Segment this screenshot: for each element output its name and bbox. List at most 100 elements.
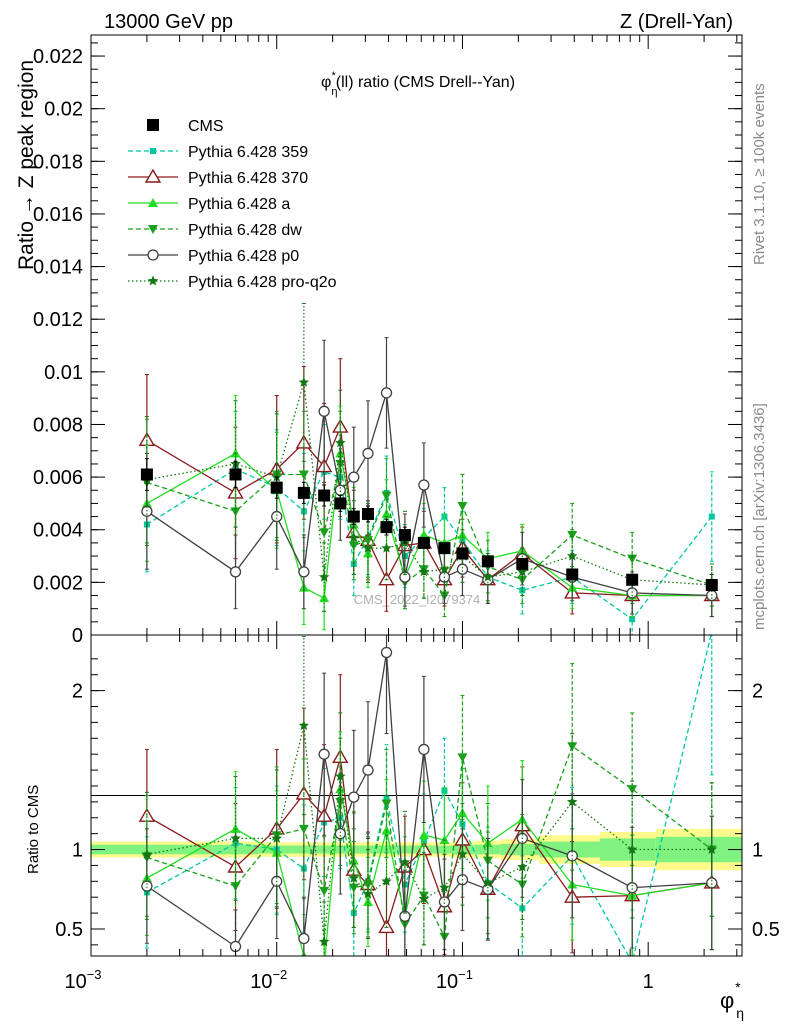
data-point	[270, 481, 283, 494]
data-point	[439, 882, 450, 893]
data-point	[347, 510, 360, 523]
band-inner-bin	[433, 845, 454, 854]
data-point	[319, 593, 330, 603]
series-pdw	[141, 410, 717, 618]
legend-entry-pp0: Pythia 6.428 p0	[128, 248, 299, 265]
series-cms	[140, 458, 718, 591]
data-point	[566, 568, 579, 581]
legend: CMS Pythia 6.428 359 Pythia 6.428 370 Pythi…	[128, 118, 337, 291]
band-inner-bin	[473, 844, 501, 855]
data-point	[398, 529, 411, 541]
data-point	[229, 566, 242, 578]
energy-label: 13000 GeV pp	[104, 11, 233, 33]
data-point	[481, 555, 494, 568]
y-tick-label: 0.006	[33, 467, 83, 489]
main-x-ticks	[90, 35, 738, 635]
y-tick-label-right: 1	[752, 840, 763, 862]
main-series-layer	[138, 302, 720, 635]
data-point	[362, 542, 374, 553]
ratio-y-ticks: 0.5 0.5 1 1 2 2	[55, 658, 780, 946]
legend-label: Pythia 6.428 pro-q2o	[188, 274, 337, 291]
data-point	[362, 536, 373, 546]
legend-entry-p370: Pythia 6.428 370	[128, 168, 308, 187]
main-panel: 0 0.002 0.004 0.006 0.008 0.01 0.012 0.014 0.016…	[15, 34, 743, 647]
y-tick-label: 0.014	[33, 257, 83, 279]
data-point	[271, 471, 282, 482]
y-tick-label: 0.008	[33, 414, 83, 436]
series-line	[146, 745, 713, 940]
series-line	[146, 468, 713, 621]
legend-entry-cms: CMS	[147, 118, 224, 135]
band-inner-bin	[453, 844, 474, 855]
data-point	[141, 880, 153, 892]
y-tick-label: 2	[72, 681, 83, 703]
data-point	[362, 764, 374, 776]
x-tick-labels: 10−3 10−2 10−1 1	[64, 967, 653, 993]
y-tick-label: 0.016	[33, 204, 83, 226]
data-point	[626, 882, 638, 894]
series-pa	[141, 731, 717, 971]
data-point	[399, 910, 411, 922]
y-tick-label: 0.5	[55, 919, 83, 941]
legend-label: Pythia 6.428 dw	[188, 222, 302, 239]
main-title: φη*(ll) ratio (CMS Drell--Yan)	[321, 70, 515, 98]
data-point	[335, 770, 346, 781]
data-point	[627, 785, 638, 795]
data-point	[380, 521, 393, 534]
watermark: CMS_2022_I2079374	[354, 592, 481, 607]
data-point	[229, 468, 242, 481]
data-point	[335, 437, 346, 448]
data-point	[380, 646, 393, 659]
data-point	[381, 491, 392, 501]
data-point	[457, 848, 468, 859]
data-point	[457, 753, 468, 763]
legend-label: Pythia 6.428 359	[188, 144, 308, 161]
series-line	[146, 382, 712, 586]
series-line	[146, 463, 713, 598]
y-tick-label: 0.022	[33, 46, 83, 68]
mcplots-label: mcplots.cern.ch [arXiv:1306.3436]	[751, 403, 768, 630]
data-point	[334, 497, 347, 510]
series-line	[146, 757, 712, 930]
data-point	[709, 629, 715, 635]
process-label: Z (Drell-Yan)	[620, 11, 733, 33]
data-point	[297, 486, 310, 499]
legend-label: Pythia 6.428 a	[188, 196, 290, 213]
legend-entry-p359: Pythia 6.428 359	[128, 144, 308, 161]
y-tick-label: 0.012	[33, 309, 83, 331]
data-point	[348, 471, 360, 483]
data-point	[517, 566, 528, 577]
y-tick-label: 0.002	[33, 572, 83, 594]
data-point	[362, 447, 374, 460]
legend-marker	[144, 168, 162, 183]
data-point	[626, 573, 639, 586]
legend-entry-pdw: Pythia 6.428 dw	[128, 222, 302, 239]
main-y-axis-label: Ratio → Z peak region	[15, 60, 38, 270]
rivet-label: Rivet 3.1.10, ≥ 100k events	[751, 83, 768, 265]
legend-entry-pa: Pythia 6.428 a	[128, 196, 290, 213]
band-inner-bin	[539, 841, 600, 858]
data-point	[381, 875, 392, 886]
data-point	[140, 468, 153, 481]
data-point	[418, 743, 430, 756]
data-point	[482, 877, 494, 888]
band-inner-bin	[91, 844, 213, 855]
data-point	[319, 962, 329, 971]
data-point	[399, 856, 411, 867]
data-point	[362, 888, 374, 899]
data-point	[705, 579, 718, 591]
y-tick-label: 1	[72, 840, 83, 862]
data-point	[418, 830, 429, 840]
data-point	[318, 571, 330, 582]
main-y-ticks: 0 0.002 0.004 0.006 0.008 0.01 0.012 0.014 0.016…	[33, 42, 742, 647]
data-point	[418, 566, 430, 577]
legend-marker	[147, 119, 159, 131]
data-point	[295, 434, 313, 449]
series-pq2o	[141, 636, 717, 956]
data-point	[456, 563, 469, 575]
data-point	[439, 563, 450, 574]
ratio-series-layer	[138, 629, 720, 971]
legend-entry-pq2o: Pythia 6.428 pro-q2o	[128, 274, 337, 291]
band-inner-bin	[500, 843, 540, 856]
